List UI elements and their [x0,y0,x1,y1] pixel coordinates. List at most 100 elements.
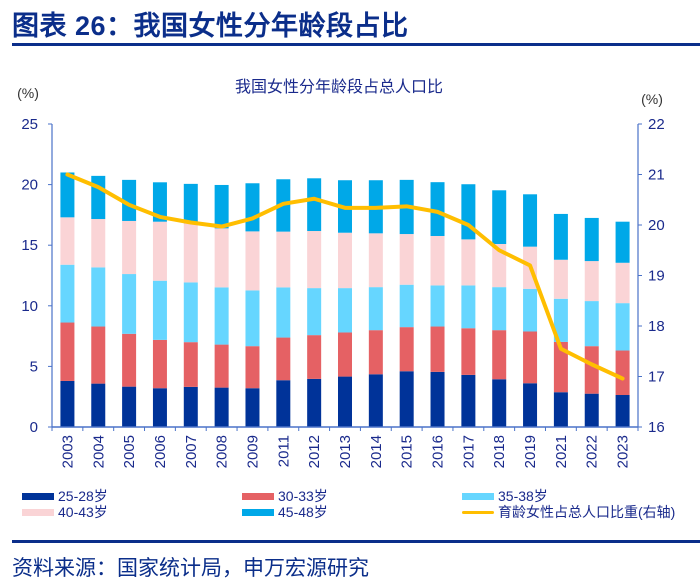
source-note: 资料来源：国家统计局，申万宏源研究 [12,557,369,580]
x-tick-label-2008: 2008 [214,435,231,468]
bar-segment-2023-s3 [615,262,630,304]
bar-segment-2015-s1 [399,327,414,372]
bar-segment-2012-s0 [307,378,322,427]
bar-segment-2016-s1 [430,326,445,372]
bar-segment-2018-s2 [492,287,507,331]
bar-segment-2016-s3 [430,235,445,286]
bar-segment-2023-s0 [615,395,630,427]
legend-label: 35-38岁 [498,488,548,504]
bar-segment-2006-s3 [152,221,167,281]
legend-item-35-38: 35-38岁 [462,488,548,504]
bar-segment-2008-s0 [214,387,229,427]
bar-segment-2015-s3 [399,234,414,285]
legend-item-40-43: 40-43岁 [22,504,108,520]
x-tick-label-2011: 2011 [275,435,292,467]
bar-segment-2013-s0 [338,376,352,427]
right-tick-label: 20 [648,217,665,234]
stacked-bar-line-chart: 我国女性分年龄段占总人口比 (%) (%) 0 5 10 15 20 25 16 17 18 19… [17,77,665,468]
legend-swatch [242,508,274,516]
x-tick-label-2013: 2013 [337,435,354,468]
footer-divider [12,540,700,543]
left-tick-label: 15 [21,237,38,254]
x-tick-label-2007: 2007 [183,435,200,468]
right-tick-label: 16 [648,419,665,436]
bar-segment-2022-s0 [584,393,599,427]
bar-segment-2007-s2 [183,282,198,343]
bar-segment-2014-s3 [368,233,383,288]
bar-segment-2023-s1 [615,350,630,396]
x-tick-label-2022: 2022 [584,435,601,468]
x-tick-label-2012: 2012 [306,435,323,468]
legend-label: 育龄女性占总人口比重(右轴) [498,504,676,520]
bar-segment-2008-s1 [214,344,229,388]
bar-segment-2021-s4 [553,213,568,260]
bar-segment-2008-s2 [214,287,229,345]
bar-segment-2004-s2 [91,267,106,327]
bar-segment-2009-s1 [245,346,260,389]
bar-segment-2016-s4 [430,182,445,236]
x-tick-label-2023: 2023 [615,435,632,468]
right-tick-label: 19 [648,268,665,285]
x-tick-label-2015: 2015 [399,435,416,468]
line-layer [65,172,625,381]
bar-segment-2018-s3 [492,243,507,288]
bar-segment-2009-s0 [245,388,260,427]
bar-segment-2003-s2 [60,264,75,323]
x-tick-label-2005: 2005 [121,435,138,468]
bar-segment-2021-s0 [553,392,568,427]
bar-segment-2021-s2 [553,298,568,342]
bar-segment-2004-s1 [91,326,106,384]
x-tick-label-2004: 2004 [90,435,107,468]
bar-segment-2015-s0 [399,371,414,427]
bar-segment-2014-s0 [368,374,383,427]
bar-segment-2003-s3 [60,217,75,265]
x-tick-label-2018: 2018 [491,435,508,468]
bar-segment-2013-s3 [338,232,352,289]
x-tick-label-2009: 2009 [244,435,261,468]
bar-segment-2006-s0 [152,388,167,427]
x-tick-label-2006: 2006 [152,435,169,468]
bar-segment-2012-s1 [307,335,322,379]
bar-segment-2004-s3 [91,219,106,268]
bar-segment-2022-s3 [584,261,599,302]
bar-segment-2014-s1 [368,330,383,375]
bar-segment-2022-s4 [584,217,599,262]
bar-segment-2022-s2 [584,301,599,347]
bar-segment-2012-s3 [307,231,322,289]
legend-label: 25-28岁 [58,488,108,504]
legend-label: 45-48岁 [278,504,328,520]
bar-segment-2012-s2 [307,288,322,336]
legend-item-25-28: 25-28岁 [22,488,108,504]
bar-segment-2009-s3 [245,231,260,291]
left-tick-label: 10 [21,298,38,315]
left-axis-unit: (%) [17,85,39,101]
legend-label: 30-33岁 [278,488,328,504]
bar-segment-2003-s4 [60,172,75,218]
bar-segment-2019-s1 [523,331,538,384]
bar-segment-2003-s1 [60,322,75,381]
bar-segment-2008-s4 [214,184,229,229]
bar-segment-2019-s4 [523,194,538,247]
bar-segment-2017-s2 [461,285,476,329]
bar-segment-2011-s2 [276,287,291,338]
left-tick-label: 20 [21,177,38,194]
bar-segment-2006-s1 [152,339,167,389]
bar-segment-2011-s0 [276,380,291,427]
left-tick-label: 25 [21,116,38,133]
x-tick-label-2014: 2014 [368,435,385,468]
bar-segment-2005-s0 [122,386,137,427]
x-tick-label-2017: 2017 [460,435,477,468]
bar-segment-2011-s3 [276,231,291,288]
bar-segment-2018-s0 [492,379,507,427]
bar-segment-2017-s3 [461,239,476,286]
x-tick-label-2019: 2019 [522,435,539,468]
right-tick-label: 17 [648,369,665,386]
x-tick-label-2021: 2021 [553,435,570,468]
bar-segment-2004-s4 [91,175,106,220]
bar-segment-2023-s4 [615,221,630,263]
x-tick-label-2003: 2003 [59,435,76,468]
legend-swatch [242,492,274,500]
bar-segment-2014-s2 [368,287,383,331]
right-tick-label: 22 [648,116,665,133]
